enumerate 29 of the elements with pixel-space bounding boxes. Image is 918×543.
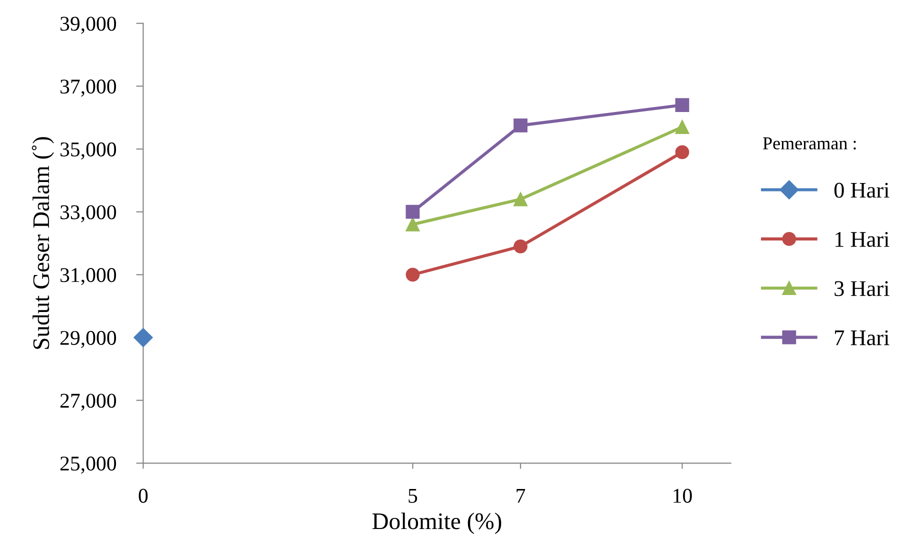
legend-title: Pemeraman : xyxy=(762,137,856,150)
x-axis-title: Dolomite (%) xyxy=(372,512,502,534)
x-tick-label: 5 xyxy=(408,488,418,503)
point xyxy=(675,98,690,112)
y-tick-label: 33,000 xyxy=(60,205,116,222)
point xyxy=(514,192,528,206)
y-tick-label: 25,000 xyxy=(60,456,116,474)
point xyxy=(406,204,420,219)
point xyxy=(514,239,528,254)
legend-label: 3 Hari xyxy=(834,281,890,296)
point xyxy=(406,268,420,282)
y-axis-title: Sudut Geser Dalam (˚) xyxy=(32,137,54,349)
point xyxy=(134,328,153,348)
legend-label: 7 Hari xyxy=(835,330,890,346)
x-tick-label: 7 xyxy=(516,488,526,503)
legend-label: 0 Hari xyxy=(834,182,890,198)
point xyxy=(675,145,690,160)
y-tick-label: 37,000 xyxy=(60,80,116,97)
point xyxy=(514,118,528,132)
point xyxy=(406,217,420,232)
y-tick-label: 31,000 xyxy=(60,268,116,286)
x-tick-label: 10 xyxy=(674,488,692,503)
y-tick-label: 39,000 xyxy=(60,16,116,34)
x-tick-label: 0 xyxy=(138,488,148,503)
y-tick-label: 29,000 xyxy=(60,330,116,348)
legend-label: 1 Hari xyxy=(836,232,890,247)
y-tick-label: 27,000 xyxy=(60,394,116,411)
y-tick-label: 35,000 xyxy=(60,142,116,160)
point xyxy=(675,120,690,134)
